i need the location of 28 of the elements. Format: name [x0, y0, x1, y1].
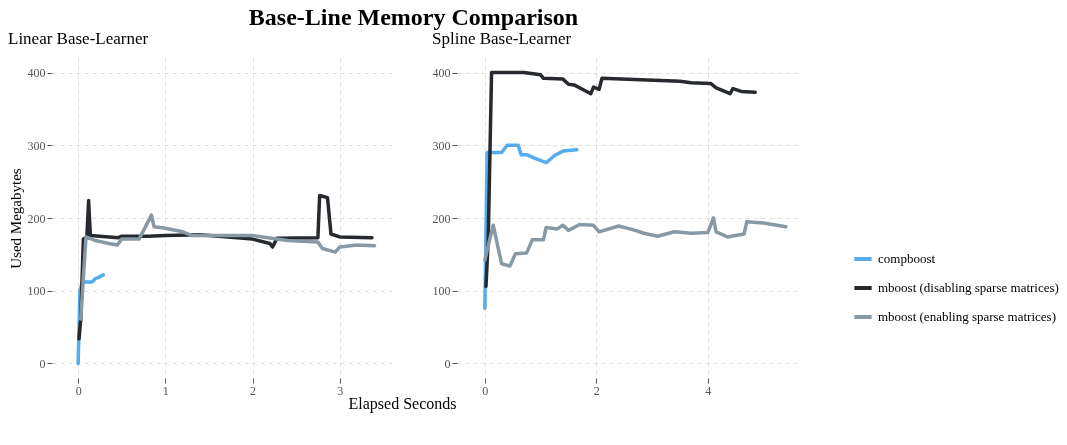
y-tick-label: 0 [444, 356, 451, 371]
line-series [79, 213, 377, 321]
line-series [484, 70, 757, 289]
chart-title: Base-Line Memory Comparison [248, 4, 579, 30]
legend-label: compboost [878, 251, 936, 266]
y-tick-label: 300 [432, 138, 451, 153]
chart-subtitle: Linear Base-Learner [8, 29, 149, 48]
x-tick-label: 3 [337, 383, 344, 398]
legend-label: mboost (enabling sparse matrices) [878, 309, 1056, 324]
y-tick-label: 200 [27, 211, 46, 226]
y-tick-label: 200 [432, 211, 451, 226]
x-tick-label: 1 [162, 383, 169, 398]
x-tick-label: 4 [705, 383, 712, 398]
y-tick-label: 100 [27, 284, 46, 299]
y-axis-title: Used Megabytes [7, 168, 24, 269]
y-tick-label: 0 [39, 356, 46, 371]
legend-label: mboost (disabling sparse matrices) [878, 280, 1059, 295]
y-tick-label: 300 [27, 138, 46, 153]
chart-subtitle: Spline Base-Learner [432, 29, 572, 48]
y-tick-label: 400 [432, 66, 451, 81]
x-tick-label: 2 [593, 383, 600, 398]
line-series [483, 216, 788, 268]
x-tick-label: 0 [75, 383, 82, 398]
y-tick-label: 100 [432, 284, 451, 299]
x-axis-title: Elapsed Seconds [348, 395, 457, 413]
x-tick-label: 0 [482, 383, 489, 398]
x-tick-label: 2 [250, 383, 257, 398]
y-tick-label: 400 [27, 66, 46, 81]
